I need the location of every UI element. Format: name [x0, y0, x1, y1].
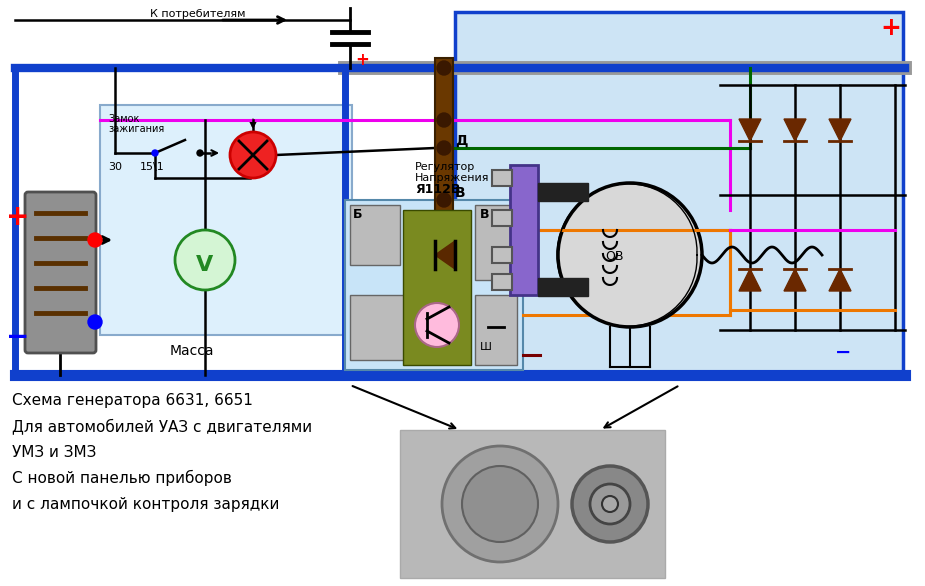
Bar — [403, 210, 471, 365]
Text: Масса: Масса — [170, 344, 215, 358]
Polygon shape — [435, 241, 455, 269]
Circle shape — [437, 113, 451, 127]
Text: +: + — [355, 51, 369, 69]
Circle shape — [437, 141, 451, 155]
Circle shape — [197, 150, 203, 156]
Bar — [538, 183, 588, 201]
Text: Б: Б — [353, 208, 363, 221]
Bar — [100, 105, 352, 335]
Text: В: В — [480, 208, 489, 221]
Circle shape — [462, 466, 538, 542]
Text: Замок: Замок — [108, 114, 140, 124]
Text: Ш: Ш — [480, 342, 492, 352]
Text: V: V — [196, 255, 214, 275]
Bar — [492, 210, 512, 226]
Circle shape — [175, 230, 235, 290]
Circle shape — [152, 150, 158, 156]
Text: УМЗ и ЗМЗ: УМЗ и ЗМЗ — [12, 445, 96, 460]
Polygon shape — [739, 269, 761, 291]
Bar — [475, 205, 517, 280]
Text: Для автомобилей УАЗ с двигателями: Для автомобилей УАЗ с двигателями — [12, 418, 312, 434]
Circle shape — [442, 446, 558, 562]
Circle shape — [437, 61, 451, 75]
Polygon shape — [739, 119, 761, 141]
Text: +: + — [880, 16, 901, 40]
Circle shape — [415, 303, 459, 347]
Bar — [345, 200, 523, 370]
Text: 15\1: 15\1 — [140, 162, 165, 172]
Circle shape — [572, 466, 648, 542]
Text: Д: Д — [455, 134, 467, 148]
Bar — [350, 205, 400, 265]
Text: −: − — [835, 343, 851, 362]
Text: К потребителям: К потребителям — [150, 9, 245, 19]
Text: −: − — [6, 323, 30, 351]
Circle shape — [88, 233, 102, 247]
Polygon shape — [829, 119, 851, 141]
Circle shape — [437, 193, 451, 207]
Circle shape — [590, 484, 630, 524]
Bar — [492, 247, 512, 263]
Text: зажигания: зажигания — [108, 124, 165, 134]
Text: ОВ: ОВ — [605, 250, 623, 263]
Text: Напряжения: Напряжения — [415, 173, 489, 183]
Polygon shape — [784, 119, 806, 141]
Bar — [400, 430, 665, 578]
Circle shape — [88, 315, 102, 329]
Bar — [492, 170, 512, 186]
Text: Регулятор: Регулятор — [415, 162, 475, 172]
Bar — [475, 295, 517, 365]
Text: В: В — [455, 186, 465, 200]
Bar — [435, 58, 453, 213]
Polygon shape — [784, 269, 806, 291]
Circle shape — [602, 496, 618, 512]
Text: +: + — [6, 203, 30, 231]
Polygon shape — [829, 269, 851, 291]
Bar — [350, 295, 410, 360]
Text: Я112В: Я112В — [415, 183, 461, 196]
Text: 30: 30 — [108, 162, 122, 172]
Circle shape — [230, 132, 276, 178]
Bar — [538, 278, 588, 296]
Text: и с лампочкой контроля зарядки: и с лампочкой контроля зарядки — [12, 497, 279, 512]
Text: С новой панелью приборов: С новой панелью приборов — [12, 470, 232, 486]
FancyBboxPatch shape — [25, 192, 96, 353]
Text: Схема генератора 6631, 6651: Схема генератора 6631, 6651 — [12, 393, 253, 408]
Bar — [455, 12, 903, 375]
Bar — [492, 274, 512, 290]
Circle shape — [558, 183, 702, 327]
Bar — [510, 165, 538, 295]
